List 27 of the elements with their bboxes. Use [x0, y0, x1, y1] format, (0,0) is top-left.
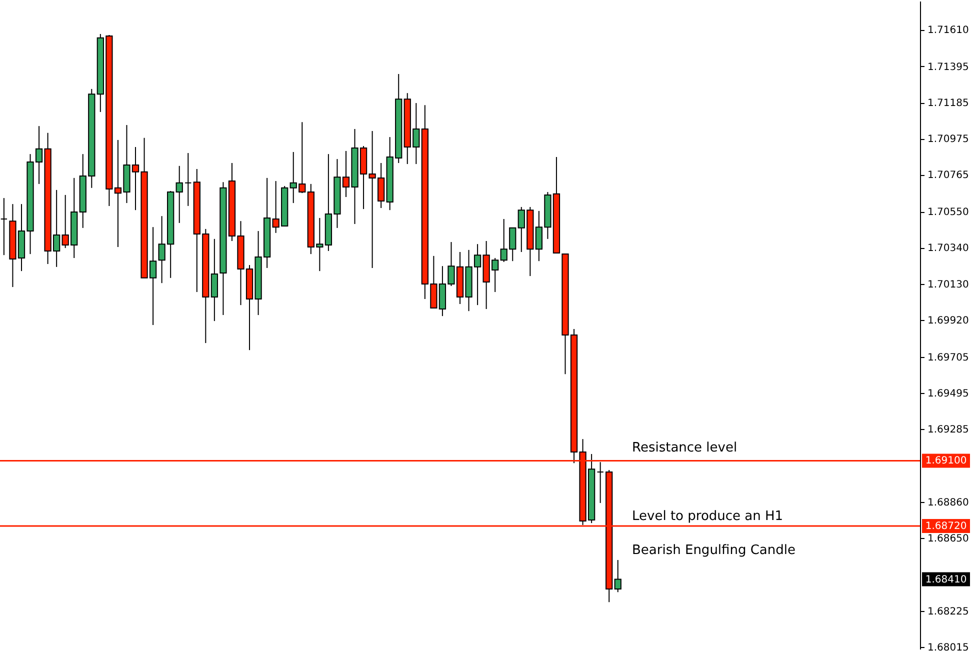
candlestick	[176, 165, 183, 224]
candlestick	[210, 238, 218, 322]
y-tick-label: 1.70550	[928, 207, 969, 218]
y-tick-label: 1.69920	[928, 315, 969, 326]
text: Level to produce an H1 Bearish Engulfing Candle	[632, 508, 796, 558]
y-tick-label: 1.68650	[928, 534, 969, 545]
y-tick-label: 1.70130	[928, 279, 969, 290]
y-tick-label: 1.69705	[928, 352, 969, 364]
text: 1.68720	[925, 520, 967, 532]
y-tick-label: 1.68860	[928, 497, 969, 508]
y-tick-label: 1.71395	[928, 62, 969, 73]
y-tick-label: 1.70765	[928, 170, 969, 182]
text: 1.69100	[925, 456, 967, 467]
y-tick-label: 1.68015	[928, 642, 969, 651]
y-tick-label: 1.70975	[928, 134, 969, 146]
y-tick-label: 1.69495	[928, 388, 969, 400]
candlestick	[614, 560, 622, 593]
text: 1.68410	[925, 574, 967, 586]
candlestick	[184, 152, 192, 206]
candlestick	[0, 198, 8, 256]
y-tick-label: 1.70340	[928, 243, 969, 254]
y-tick-label: 1.71610	[928, 25, 969, 36]
candlestick	[596, 462, 604, 504]
y-tick-label: 1.71185	[928, 98, 969, 110]
y-tick-label: 1.69285	[928, 424, 969, 436]
y-tick-label: 1.68225	[928, 606, 969, 618]
ref-line-label: Resistance level	[632, 440, 738, 456]
